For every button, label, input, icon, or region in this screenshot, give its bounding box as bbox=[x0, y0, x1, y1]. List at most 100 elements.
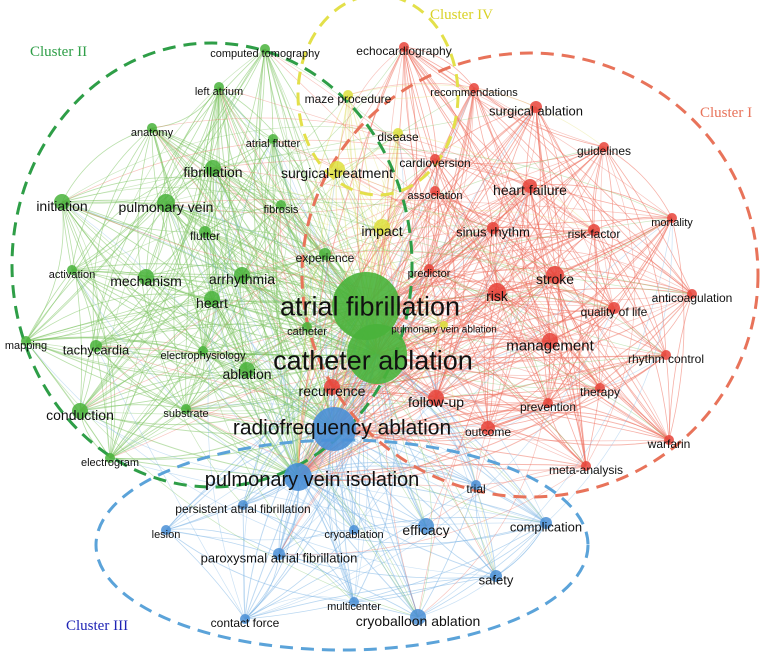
edge bbox=[297, 476, 497, 577]
node-label-arrhythmia: arrhythmia bbox=[209, 271, 275, 287]
edge bbox=[185, 350, 205, 410]
edge bbox=[403, 46, 587, 467]
edge bbox=[202, 138, 274, 352]
edge bbox=[211, 298, 547, 524]
edge bbox=[185, 132, 399, 410]
edge bbox=[475, 484, 497, 577]
edge bbox=[79, 404, 187, 412]
edge bbox=[109, 253, 326, 459]
edge bbox=[428, 268, 693, 312]
node-management bbox=[542, 333, 558, 349]
edge bbox=[585, 387, 601, 467]
edge bbox=[381, 210, 595, 231]
edge bbox=[145, 276, 299, 478]
node-surgical-ablation bbox=[530, 101, 542, 113]
edge bbox=[297, 427, 489, 481]
edge bbox=[376, 229, 595, 355]
edge bbox=[165, 202, 547, 524]
edge bbox=[376, 353, 433, 618]
node-label-efficacy: efficacy bbox=[402, 522, 449, 538]
edge bbox=[71, 269, 248, 371]
edge bbox=[253, 48, 299, 478]
edge bbox=[95, 345, 299, 478]
edge bbox=[151, 127, 248, 371]
edge bbox=[492, 106, 537, 229]
node-mapping bbox=[21, 336, 31, 346]
edge bbox=[61, 201, 419, 618]
edge bbox=[61, 127, 153, 203]
edge bbox=[145, 167, 214, 278]
edge bbox=[333, 293, 693, 431]
edge bbox=[165, 86, 220, 204]
edge bbox=[25, 274, 243, 342]
edge bbox=[151, 127, 693, 295]
edge bbox=[297, 293, 693, 478]
edge bbox=[165, 190, 436, 214]
edge bbox=[403, 46, 436, 160]
node-label-mechanism: mechanism bbox=[110, 273, 182, 289]
edge bbox=[593, 146, 605, 231]
edge bbox=[297, 402, 549, 478]
node-label-surgical-ablation: surgical ablation bbox=[489, 104, 583, 119]
edge bbox=[593, 229, 667, 356]
edge bbox=[165, 202, 213, 300]
node-label-heart-failure: heart failure bbox=[493, 182, 567, 198]
edge bbox=[212, 167, 299, 478]
edge bbox=[165, 202, 335, 430]
edge bbox=[243, 326, 308, 620]
node-label-multicenter: multicenter bbox=[327, 601, 381, 613]
edge bbox=[428, 106, 537, 270]
edge bbox=[95, 345, 333, 390]
edge bbox=[434, 190, 587, 467]
edge bbox=[600, 146, 615, 309]
edge bbox=[211, 298, 299, 478]
edge bbox=[353, 575, 497, 603]
edge bbox=[258, 48, 335, 430]
edge bbox=[241, 274, 549, 404]
edge bbox=[218, 86, 274, 140]
label-layer: atrial fibrillation catheter ablation radi… bbox=[5, 44, 732, 630]
node-label-cryoablation: cryoablation bbox=[324, 529, 383, 541]
edge bbox=[554, 274, 601, 389]
edge bbox=[264, 48, 367, 307]
edge bbox=[151, 127, 243, 276]
node-label-management: management bbox=[506, 337, 594, 354]
node-label-risk-factor: risk-factor bbox=[568, 227, 621, 241]
edge bbox=[331, 158, 436, 388]
edge bbox=[376, 353, 547, 524]
node-label-impact: impact bbox=[361, 223, 402, 239]
node-label-left-atrium: left atrium bbox=[195, 86, 243, 98]
node-echocardiography bbox=[399, 42, 409, 52]
edge bbox=[417, 522, 547, 618]
edge bbox=[434, 190, 601, 389]
node-fibrillation bbox=[205, 160, 221, 176]
node-safety bbox=[490, 570, 502, 582]
edge bbox=[25, 127, 153, 342]
node-label-activation: activation bbox=[49, 269, 95, 281]
node-label-atrial-flutter: atrial flutter bbox=[246, 138, 301, 150]
edge bbox=[545, 217, 673, 524]
edge bbox=[403, 46, 615, 309]
edge bbox=[79, 350, 204, 412]
edge bbox=[109, 353, 378, 460]
edge bbox=[202, 253, 326, 352]
edge bbox=[492, 227, 670, 441]
edge bbox=[218, 86, 274, 140]
edge bbox=[25, 340, 497, 577]
edge bbox=[417, 217, 673, 618]
node-warfarin bbox=[664, 435, 674, 445]
node-label-rhythm-control: rhythm control bbox=[628, 352, 704, 366]
edge bbox=[207, 138, 274, 620]
node-left-atrium bbox=[214, 82, 224, 92]
edge bbox=[435, 291, 498, 399]
edge bbox=[381, 132, 399, 228]
edge bbox=[496, 146, 605, 293]
edge bbox=[204, 231, 355, 531]
edge bbox=[61, 201, 99, 347]
edge bbox=[599, 293, 693, 389]
node-therapy bbox=[595, 383, 605, 393]
edge bbox=[331, 386, 601, 407]
node-label-catheter: catheter bbox=[287, 326, 327, 338]
edge bbox=[185, 408, 670, 442]
